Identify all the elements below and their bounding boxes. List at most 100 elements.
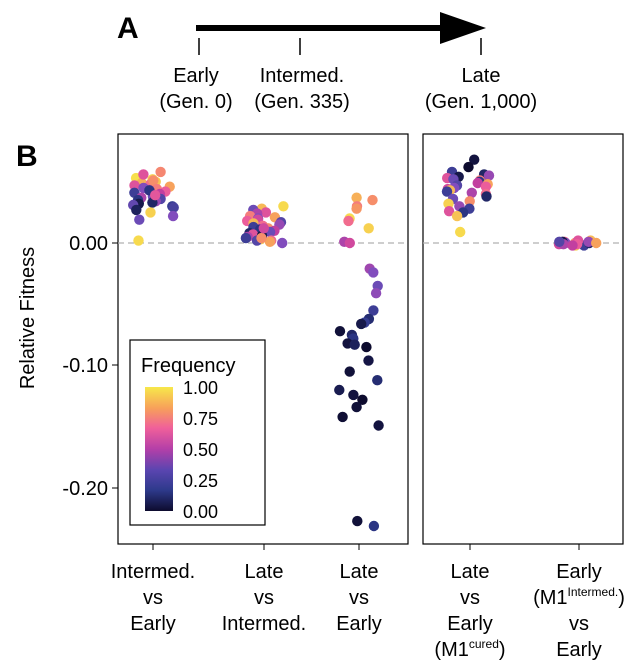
data-point	[370, 288, 382, 299]
category-3-line-2: vs	[349, 587, 369, 609]
data-point	[148, 175, 159, 186]
data-point	[240, 232, 252, 244]
data-point	[463, 161, 474, 173]
plot-frame-right	[422, 133, 624, 545]
timeline-intermed-label: Intermed.	[260, 65, 344, 87]
data-point	[168, 202, 179, 213]
data-point	[554, 236, 565, 247]
data-point	[277, 237, 288, 249]
data-point	[451, 210, 463, 222]
data-point	[264, 236, 276, 247]
data-point	[363, 223, 374, 234]
data-point	[472, 177, 483, 189]
category-4-line-1: Late	[451, 561, 490, 583]
data-point	[368, 267, 379, 278]
data-point	[356, 318, 367, 330]
data-point	[483, 170, 495, 181]
data-point	[155, 166, 166, 178]
category-5-m1-sup: Intermed.	[568, 585, 619, 599]
legend-tick-075: 0.75	[183, 409, 218, 429]
legend-tick-100: 1.00	[183, 378, 218, 398]
panel-b-letter: B	[16, 140, 38, 173]
timeline-intermed-gen: (Gen. 335)	[254, 91, 350, 113]
y-tick-label-neg20: -0.20	[62, 478, 108, 500]
data-point	[278, 201, 289, 212]
category-5-m1-prefix: (M1	[533, 587, 567, 609]
data-point	[480, 181, 492, 192]
legend-tick-050: 0.50	[183, 440, 218, 460]
data-point	[441, 186, 453, 197]
legend-colorbar	[145, 387, 173, 511]
data-point	[351, 401, 362, 413]
data-point	[368, 305, 379, 316]
data-point	[256, 232, 267, 244]
timeline-late-gen: (Gen. 1,000)	[425, 91, 537, 113]
legend-tick-025: 0.25	[183, 471, 218, 491]
category-3-line-3: Early	[336, 613, 382, 635]
category-1-line-1: Intermed.	[111, 561, 195, 583]
category-4-line-2: vs	[460, 587, 480, 609]
timeline-late-label: Late	[462, 65, 501, 87]
data-point	[443, 206, 455, 217]
category-2-line-2: vs	[254, 587, 274, 609]
panel-a-letter: A	[117, 12, 139, 45]
data-point	[167, 210, 179, 222]
data-point	[334, 326, 346, 337]
data-point	[348, 389, 359, 401]
category-1-line-2: vs	[143, 587, 163, 609]
data-point	[367, 194, 378, 206]
legend-title: Frequency	[141, 355, 236, 377]
data-points	[128, 154, 602, 532]
y-tick-label-neg10: -0.10	[62, 355, 108, 377]
plot-frame-left	[117, 133, 409, 545]
data-point	[150, 190, 161, 201]
y-axis-label: Relative Fitness	[17, 247, 39, 389]
data-point	[129, 180, 140, 191]
category-4-m1-sup: cured	[469, 637, 499, 651]
data-point	[357, 394, 368, 405]
data-point	[145, 207, 156, 218]
category-4-line-3: Early	[447, 613, 493, 635]
timeline-early-label: Early	[173, 65, 219, 87]
data-point	[368, 520, 380, 532]
category-5-line-1: Early	[556, 561, 602, 583]
data-point	[455, 226, 466, 238]
data-point	[351, 192, 362, 203]
data-point	[131, 204, 142, 216]
y-tick-label-0: 0.00	[69, 233, 108, 255]
data-point	[363, 355, 374, 366]
frequency-legend: Frequency 1.00 0.75 0.50 0.25 0.00	[129, 339, 266, 526]
data-point	[464, 196, 475, 207]
data-point	[373, 420, 384, 431]
timeline-arrow	[196, 12, 486, 44]
data-point	[337, 411, 348, 423]
data-point	[361, 341, 372, 353]
category-5-line-3: vs	[569, 613, 589, 635]
category-3-line-1: Late	[340, 561, 379, 583]
data-point	[258, 223, 269, 234]
category-2-line-1: Late	[245, 561, 284, 583]
data-point	[591, 237, 602, 249]
data-point	[344, 237, 355, 249]
category-1-line-3: Early	[130, 613, 176, 635]
data-point	[133, 235, 144, 246]
data-point	[372, 375, 383, 386]
data-point	[466, 187, 477, 198]
category-4-m1-suffix: )	[499, 639, 506, 661]
data-point	[344, 366, 355, 377]
data-point	[134, 214, 145, 225]
category-2-line-3: Intermed.	[222, 613, 306, 635]
data-point	[260, 207, 272, 218]
data-point	[567, 240, 578, 251]
data-point	[343, 215, 354, 227]
category-5-line-4: Early	[556, 639, 602, 661]
data-point	[334, 384, 345, 396]
category-4-line-4: (M1cured)	[434, 637, 505, 661]
data-point	[481, 191, 492, 202]
data-point	[352, 515, 363, 527]
category-5-m1-suffix: )	[618, 587, 625, 609]
category-4-m1-prefix: (M1	[434, 639, 468, 661]
data-point	[138, 169, 149, 180]
legend-tick-000: 0.00	[183, 502, 218, 522]
